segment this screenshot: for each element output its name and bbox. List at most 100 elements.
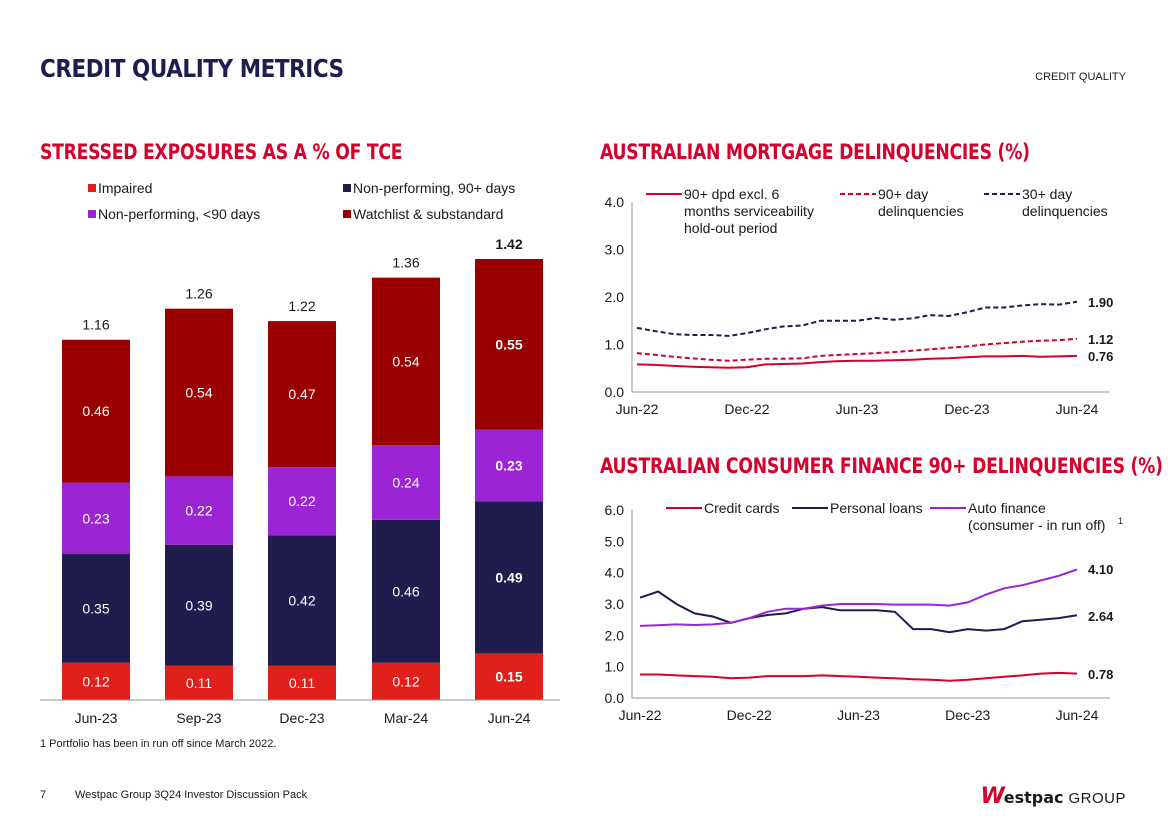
stressed-chart-title: STRESSED EXPOSURES AS A % OF TCE: [40, 140, 403, 164]
series-line: [636, 354, 1078, 369]
legend-label: months serviceability: [684, 203, 814, 219]
bar-total-label: 1.22: [288, 298, 315, 314]
x-tick-label: Dec-22: [724, 401, 769, 417]
y-tick-label: 5.0: [605, 533, 625, 549]
bar-segment: [475, 259, 543, 430]
y-tick-label: 4.0: [605, 565, 625, 581]
y-tick-label: 0.0: [605, 690, 625, 706]
series-line: [640, 671, 1078, 682]
page-number: 7: [40, 789, 47, 801]
bar-segment: [62, 554, 130, 663]
legend-label: Impaired: [98, 180, 152, 196]
bar-total-label: 1.36: [392, 255, 419, 271]
y-tick-label: 0.0: [605, 384, 625, 400]
bar-segment: [475, 501, 543, 654]
footer-document-title: Westpac Group 3Q24 Investor Discussion P…: [75, 789, 308, 801]
bar-segment-label: 0.55: [495, 336, 522, 352]
bar-segment: [62, 339, 130, 483]
x-tick-label: Jun-24: [488, 710, 531, 726]
mortgage-chart-title: AUSTRALIAN MORTGAGE DELINQUENCIES (%): [600, 140, 1030, 164]
bar-segment: [165, 665, 233, 700]
bar-segment-label: 0.49: [495, 569, 522, 585]
x-tick-label: Dec-22: [727, 707, 772, 723]
x-tick-label: Jun-23: [75, 710, 118, 726]
y-tick-label: 3.0: [605, 596, 625, 612]
consumer-finance-delinquencies-chart: 0.0 1.0 2.0 3.0 4.0 5.0 6.0 Jun-22 Dec-22 Jun-23 D…: [605, 500, 1123, 723]
bar-segment-label: 0.12: [82, 673, 109, 689]
legend-label: delinquencies: [1022, 203, 1108, 219]
series-line: [639, 568, 1078, 627]
series-end-label: 4.10: [1088, 562, 1113, 577]
series-end-label: 1.12: [1088, 332, 1113, 347]
bar-total-label: 1.26: [185, 286, 212, 302]
bar-segment: [268, 665, 336, 700]
y-tick-label: 1.0: [605, 337, 625, 353]
legend-label: (consumer - in run off): [968, 517, 1105, 533]
x-tick-label: Dec-23: [279, 710, 324, 726]
bar-segment: [372, 519, 440, 663]
x-tick-label: Jun-23: [836, 401, 879, 417]
bar-segment: [62, 662, 130, 700]
logo-mark: W: [980, 784, 1004, 809]
x-tick-label: Sep-23: [176, 710, 221, 726]
bar-segment-label: 0.35: [82, 600, 109, 616]
legend-label: Watchlist & substandard: [353, 206, 503, 222]
bar-segment-label: 0.24: [392, 475, 419, 491]
bar-segment-label: 0.11: [289, 675, 315, 691]
legend-label: Credit cards: [704, 500, 779, 516]
bar-segment-label: 0.22: [185, 503, 212, 519]
bar-segment: [268, 535, 336, 666]
bar-segment-label: 0.11: [186, 675, 212, 691]
section-tag: CREDIT QUALITY: [1035, 71, 1126, 83]
y-tick-label: 1.0: [605, 659, 625, 675]
legend-swatch: [88, 184, 96, 192]
bar-segment: [62, 482, 130, 555]
bar-segment-label: 0.22: [288, 493, 315, 509]
footnote: 1 Portfolio has been in run off since Ma…: [40, 738, 277, 750]
bar-segment-label: 0.46: [392, 583, 419, 599]
bar-segment: [165, 476, 233, 545]
bar-segment-label: 0.54: [392, 353, 419, 369]
x-tick-label: Mar-24: [384, 710, 429, 726]
x-tick-label: Dec-23: [944, 401, 989, 417]
bar-segment-label: 0.12: [392, 673, 419, 689]
legend-swatch: [343, 184, 351, 192]
logo-name: estpac: [1003, 788, 1064, 807]
legend-label: 30+ day: [1022, 186, 1072, 202]
bar-segment-label: 0.15: [495, 669, 522, 685]
series-line: [636, 300, 1078, 337]
legend-label: hold-out period: [684, 220, 777, 236]
series-end-label: 0.78: [1088, 667, 1113, 682]
x-tick-label: Jun-23: [837, 707, 880, 723]
bar-segment-label: 0.42: [288, 593, 315, 609]
consumer-chart-title: AUSTRALIAN CONSUMER FINANCE 90+ DELINQUE…: [600, 454, 1163, 478]
series-line: [636, 337, 1078, 362]
bar-total-label: 1.42: [495, 236, 522, 252]
page-title: CREDIT QUALITY METRICS: [40, 54, 344, 83]
y-tick-label: 4.0: [605, 194, 625, 210]
legend-swatch: [343, 210, 351, 218]
x-tick-label: Jun-22: [619, 707, 662, 723]
bar-segment: [165, 308, 233, 477]
bar-segment: [372, 662, 440, 700]
legend-label: Auto finance: [968, 500, 1046, 516]
legend-label: delinquencies: [878, 203, 964, 219]
bar-segment-label: 0.54: [185, 385, 212, 401]
mortgage-delinquencies-chart: 0.0 1.0 2.0 3.0 4.0 Jun-22 Dec-22 Jun-23 Dec-23 J…: [605, 186, 1114, 417]
westpac-group-logo: W estpac GROUP: [980, 784, 1126, 809]
bar-segment: [372, 445, 440, 520]
bar-segment-label: 0.23: [82, 510, 109, 526]
bar-segment-label: 0.23: [495, 458, 522, 474]
y-tick-label: 6.0: [605, 502, 625, 518]
legend-label: Personal loans: [830, 500, 923, 516]
legend-label: 90+ day: [878, 186, 928, 202]
y-tick-label: 3.0: [605, 242, 625, 258]
bar-segment: [372, 277, 440, 446]
legend-swatch: [88, 210, 96, 218]
series-line: [639, 590, 1078, 634]
bar-segment-label: 0.39: [185, 597, 212, 613]
series-end-label: 2.64: [1088, 609, 1114, 624]
series-end-label: 0.76: [1088, 349, 1113, 364]
y-tick-label: 2.0: [605, 289, 625, 305]
legend-label: Non-performing, <90 days: [98, 206, 260, 222]
